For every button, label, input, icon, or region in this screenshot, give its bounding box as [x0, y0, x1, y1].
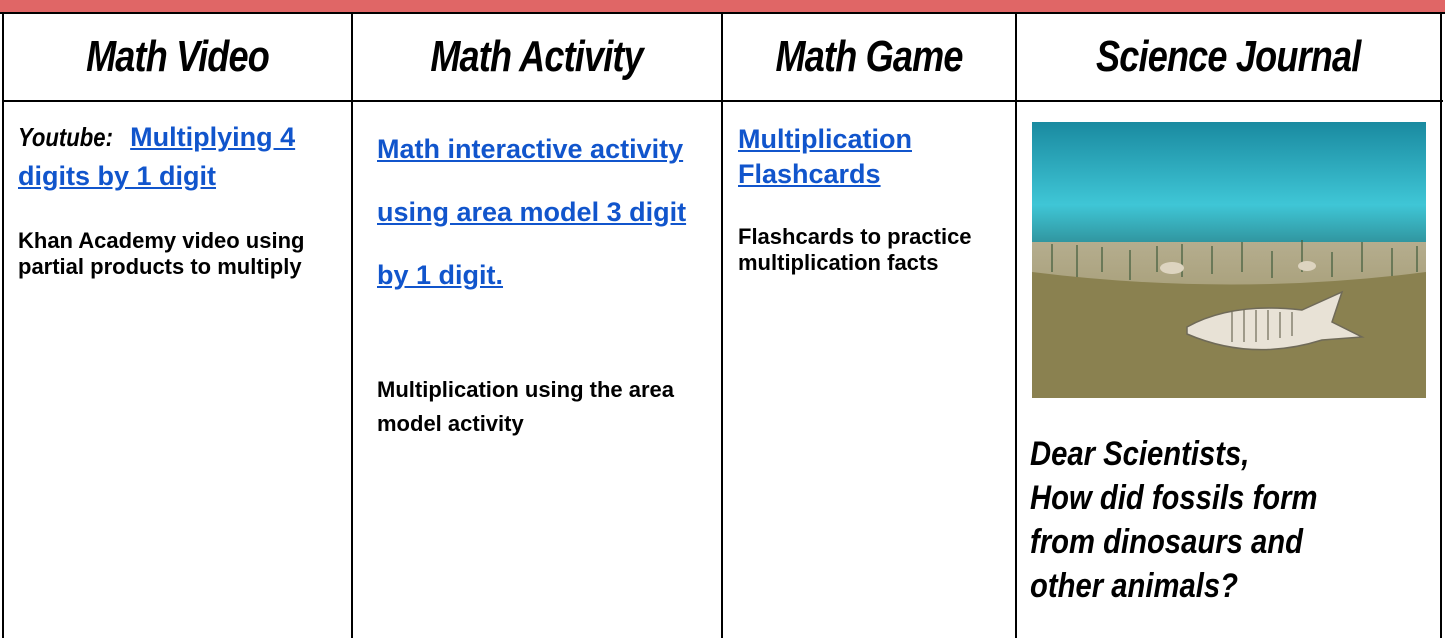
header-text: Math Game — [775, 32, 963, 81]
description: Flashcards to practice multiplication fa… — [738, 224, 972, 275]
cell: Math interactive activity using area mod… — [377, 102, 697, 441]
header-text: Science Journal — [1096, 32, 1361, 81]
header-text: Math Video — [86, 32, 270, 81]
border — [1015, 14, 1017, 638]
link[interactable]: Multiplying 4 digits by 1 digit — [18, 122, 296, 191]
link[interactable]: Math interactive activity using area mod… — [377, 134, 687, 290]
label: Youtube: — [18, 122, 113, 152]
border — [351, 14, 353, 638]
border — [1440, 14, 1442, 638]
cell: Youtube: Multiplying 4 digits by 1 digit… — [18, 102, 343, 280]
fossil-image — [1032, 122, 1426, 398]
greeting: Dear Scientists, — [1030, 435, 1250, 473]
border — [3, 100, 1443, 102]
top-band — [0, 0, 1445, 14]
question: How did fossils form from dinosaurs and … — [1030, 479, 1318, 605]
column-header: Math Activity — [353, 14, 721, 100]
journal-prompt: Dear Scientists, How did fossils form fr… — [1030, 432, 1430, 608]
link[interactable]: Multiplication Flashcards — [738, 124, 912, 189]
border — [721, 14, 723, 638]
column-header: Math Video — [4, 14, 351, 100]
description: Khan Academy video using partial product… — [18, 228, 305, 279]
column-header: Science Journal — [1017, 14, 1440, 100]
description: Multiplication using the area model acti… — [377, 377, 675, 436]
border — [2, 14, 4, 638]
column-header: Math Game — [723, 14, 1015, 100]
header-text: Math Activity — [430, 32, 644, 81]
cell: Multiplication Flashcards Flashcards to … — [738, 102, 1008, 276]
